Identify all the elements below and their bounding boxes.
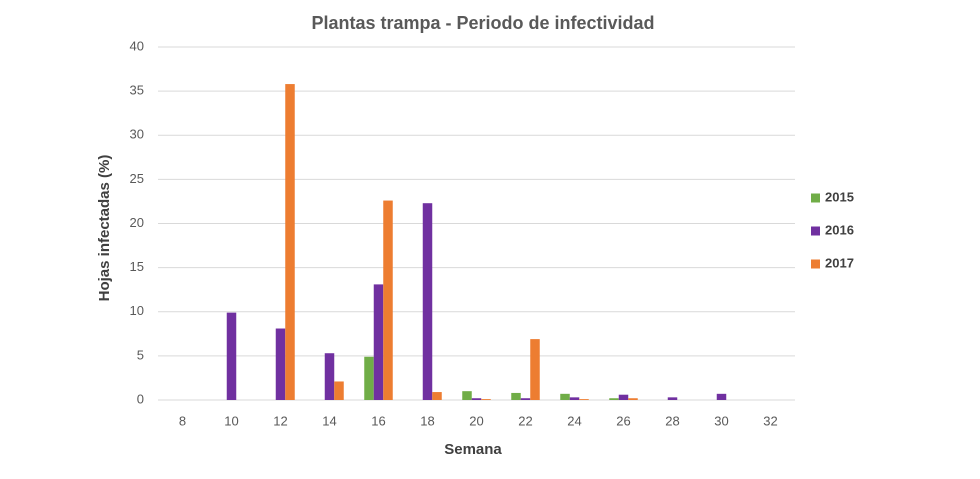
bar	[373, 284, 384, 400]
bar	[618, 394, 629, 400]
y-tick-label: 5	[137, 347, 144, 362]
bar	[569, 397, 580, 400]
y-tick-label: 35	[130, 83, 144, 98]
bar	[481, 399, 491, 400]
x-tick-label: 10	[224, 413, 238, 428]
bar	[716, 393, 727, 400]
x-tick-label: 16	[371, 413, 385, 428]
bar	[667, 397, 678, 400]
chart-title: Plantas trampa - Periodo de infectividad	[311, 13, 654, 33]
bar	[628, 398, 638, 400]
y-tick-label: 40	[130, 38, 144, 53]
bar	[471, 398, 482, 400]
bar	[462, 391, 472, 400]
legend-swatch	[811, 259, 820, 269]
x-tick-label: 12	[273, 413, 287, 428]
bar	[560, 393, 570, 400]
x-tick-label: 20	[469, 413, 483, 428]
x-tick-label: 18	[420, 413, 434, 428]
x-tick-label: 28	[665, 413, 679, 428]
x-axis-title: Semana	[444, 441, 502, 458]
legend-label: 2017	[825, 255, 854, 270]
x-tick-label: 24	[567, 413, 581, 428]
bar	[579, 399, 589, 400]
x-tick-label: 14	[322, 413, 336, 428]
bar	[285, 84, 295, 400]
y-tick-label: 10	[130, 303, 144, 318]
bar	[334, 381, 344, 400]
bar	[226, 312, 237, 400]
bar	[364, 356, 374, 400]
legend-label: 2016	[825, 222, 854, 237]
y-tick-label: 15	[130, 259, 144, 274]
y-tick-label: 30	[130, 127, 144, 142]
bar	[511, 392, 521, 400]
x-tick-label: 26	[616, 413, 630, 428]
bar	[422, 203, 433, 400]
bar	[324, 353, 335, 400]
bar	[530, 339, 540, 400]
x-tick-label: 32	[763, 413, 777, 428]
y-axis-title: Hojas infectadas (%)	[96, 155, 113, 302]
legend-swatch	[811, 193, 820, 203]
bar	[383, 200, 393, 400]
y-tick-label: 20	[130, 215, 144, 230]
legend-swatch	[811, 226, 820, 236]
x-tick-label: 30	[714, 413, 728, 428]
x-tick-label: 8	[179, 413, 186, 428]
bar	[432, 392, 442, 400]
y-tick-label: 25	[130, 171, 144, 186]
x-tick-label: 22	[518, 413, 532, 428]
y-tick-label: 0	[137, 391, 144, 406]
bar	[609, 398, 619, 400]
bar	[520, 398, 531, 400]
legend-label: 2015	[825, 189, 854, 204]
bar	[275, 328, 286, 400]
